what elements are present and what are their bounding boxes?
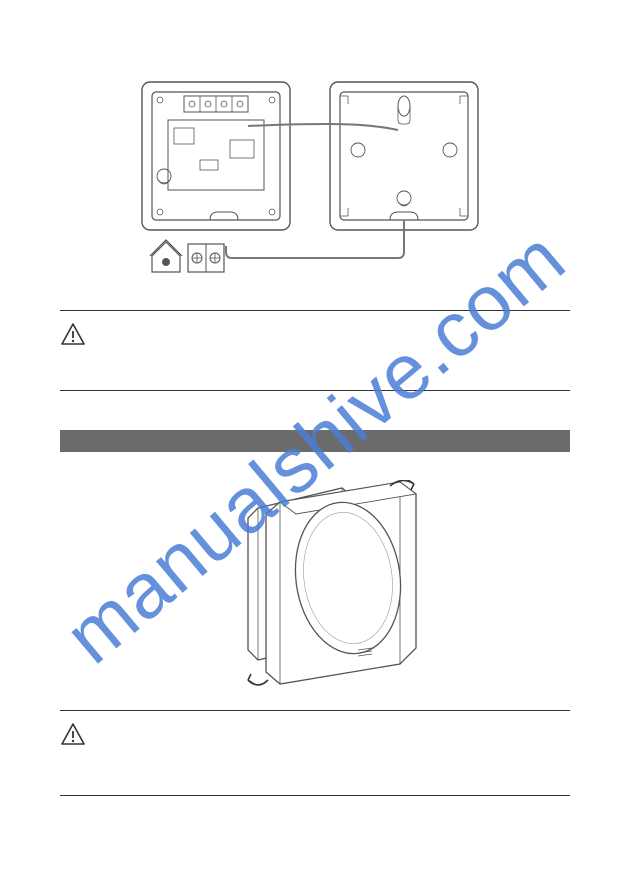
section-header-bar bbox=[60, 430, 570, 452]
divider bbox=[60, 390, 570, 391]
divider bbox=[60, 710, 570, 711]
warning-icon bbox=[60, 722, 86, 751]
warning-icon bbox=[60, 322, 86, 351]
divider bbox=[60, 310, 570, 311]
wiring-diagram bbox=[140, 80, 480, 280]
device-diagram bbox=[240, 480, 440, 690]
manual-page: manualshive.com bbox=[0, 0, 629, 893]
divider bbox=[60, 795, 570, 796]
